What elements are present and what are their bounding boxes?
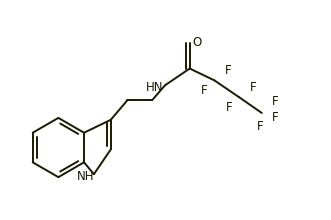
Text: F: F <box>201 84 208 97</box>
Text: HN: HN <box>145 81 163 94</box>
Text: F: F <box>272 95 279 108</box>
Text: NH: NH <box>77 170 95 183</box>
Text: F: F <box>272 111 279 124</box>
Text: O: O <box>192 36 201 49</box>
Text: F: F <box>225 64 231 77</box>
Text: F: F <box>250 81 256 94</box>
Text: F: F <box>226 101 232 114</box>
Text: F: F <box>257 120 263 133</box>
